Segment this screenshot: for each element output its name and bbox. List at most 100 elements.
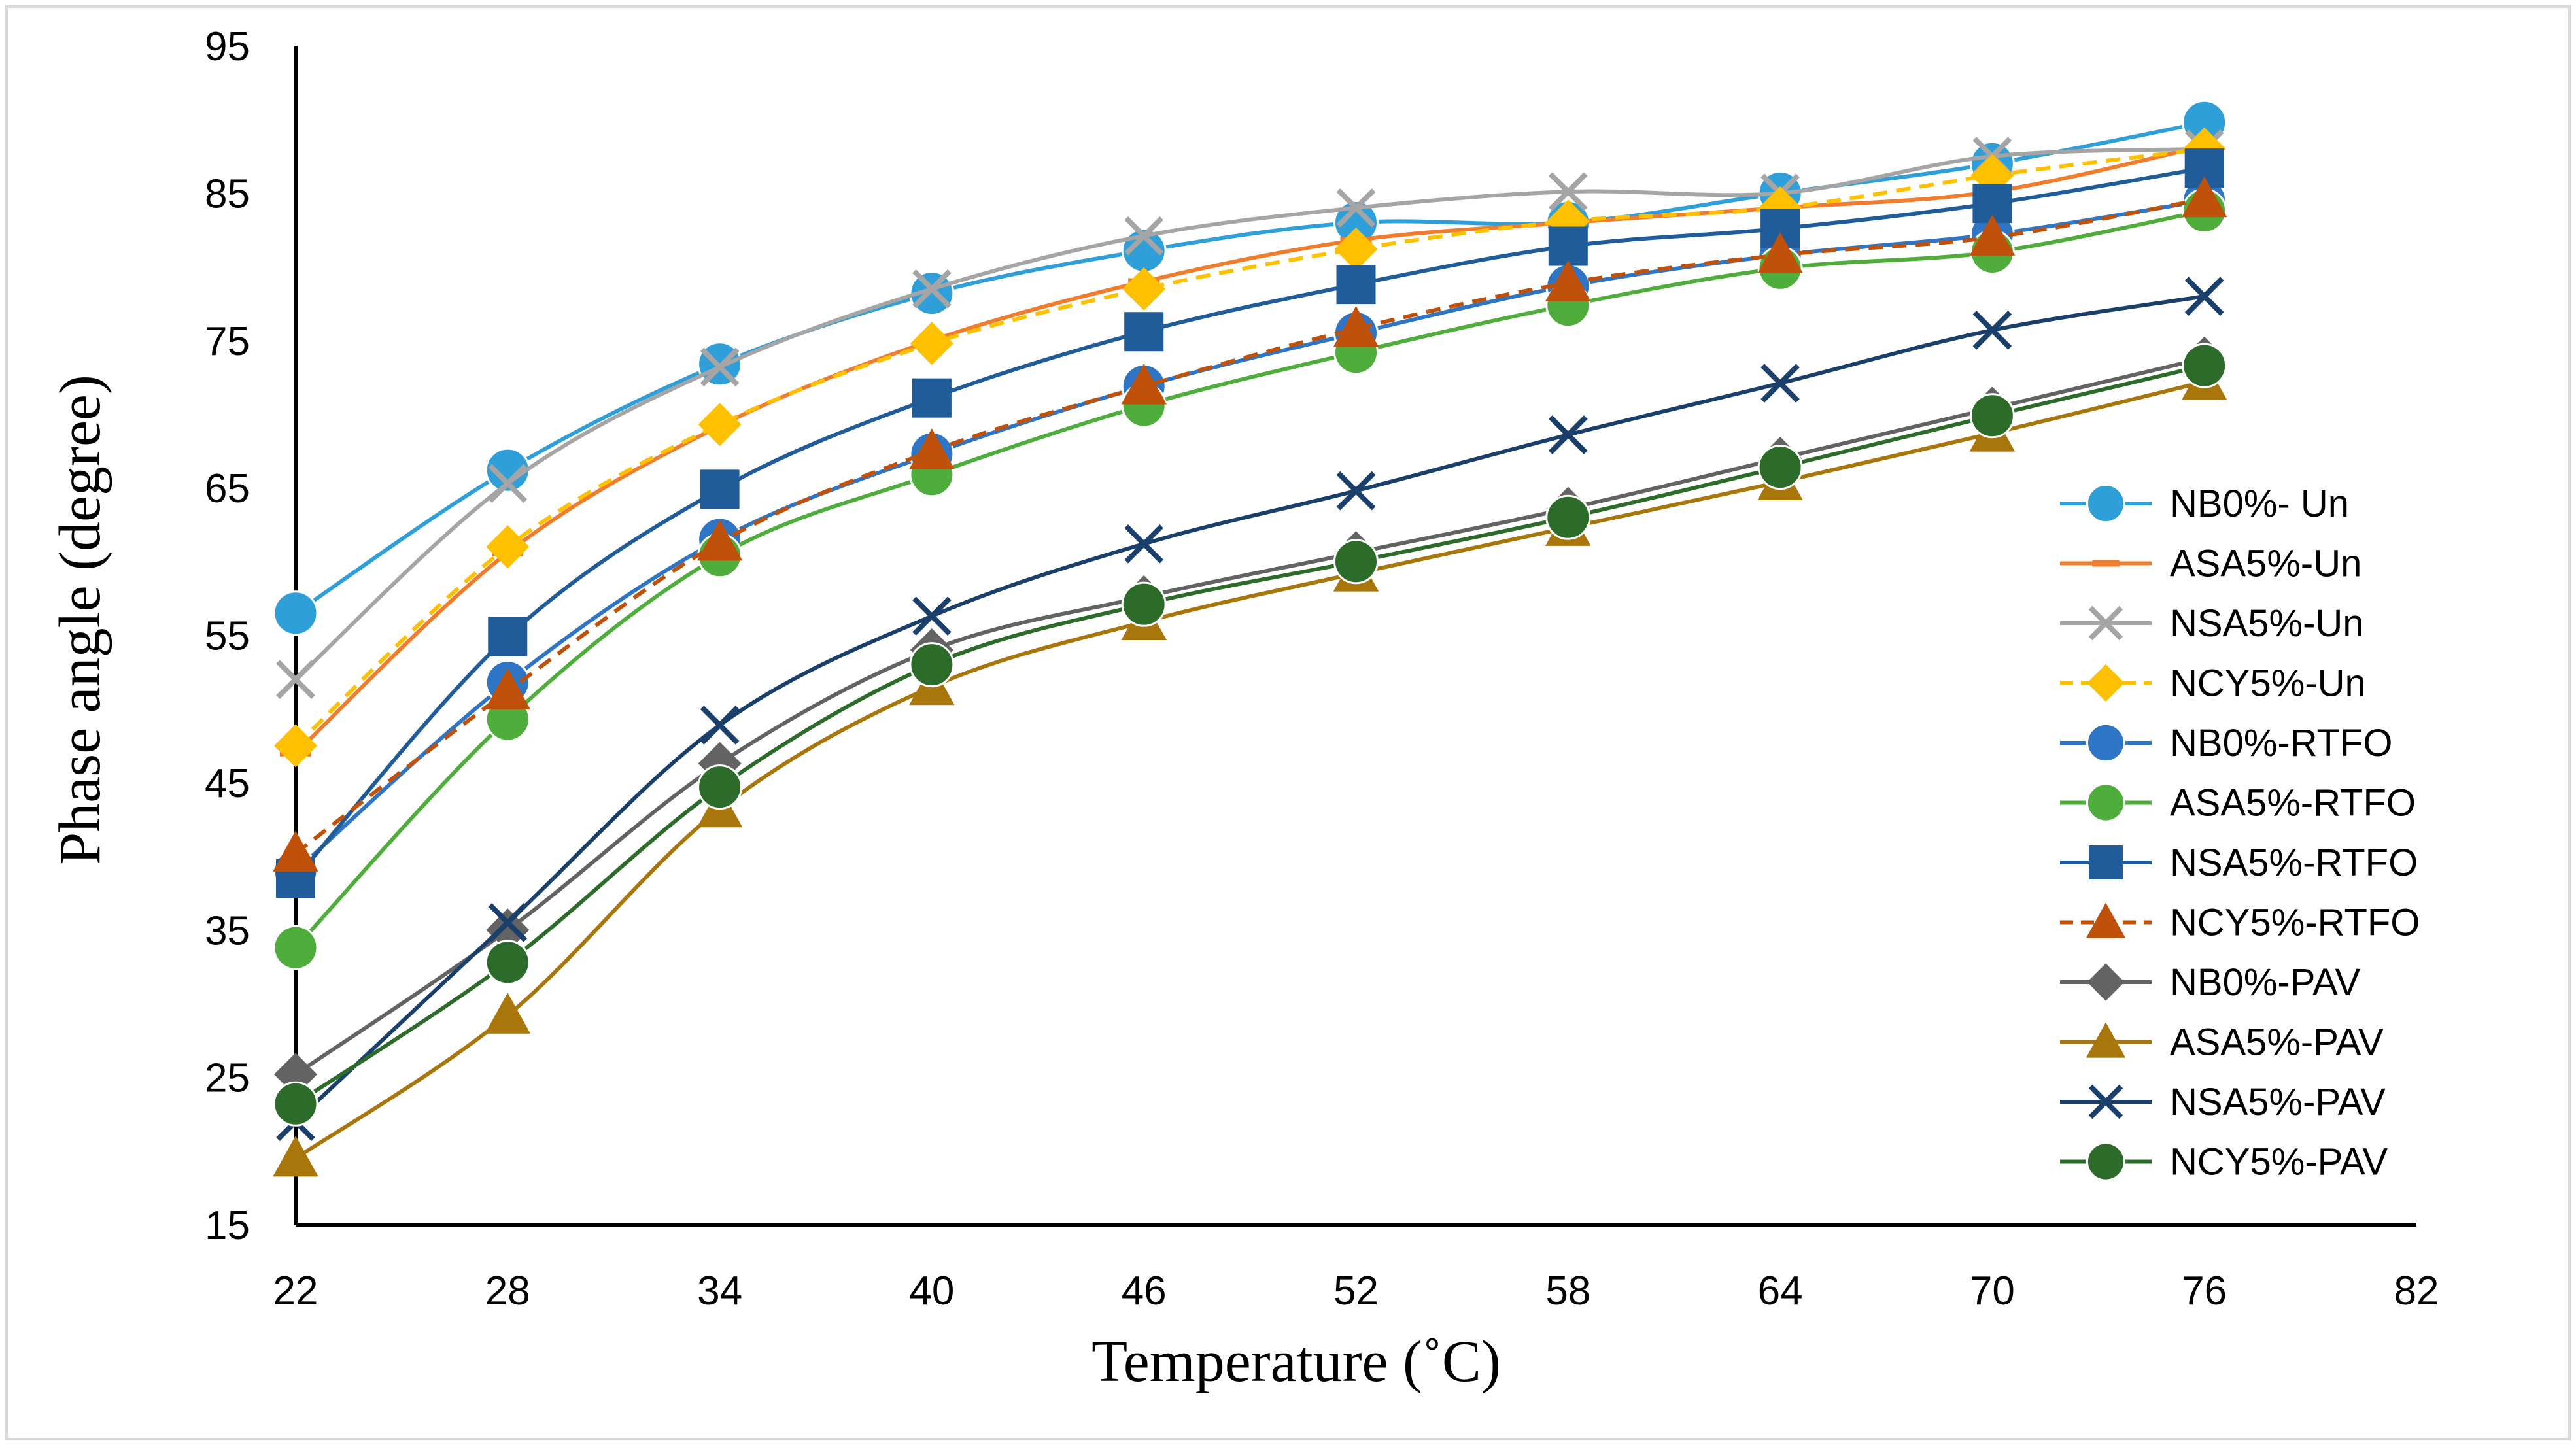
legend-item: NCY5%-Un xyxy=(2060,662,2366,705)
series-line xyxy=(294,166,2205,880)
series-line xyxy=(294,146,2205,747)
legend-marker xyxy=(2086,1022,2126,1058)
y-tick-label: 75 xyxy=(205,319,250,364)
data-point xyxy=(273,1081,318,1127)
data-point xyxy=(910,322,953,366)
data-point xyxy=(1757,232,1803,273)
x-tick-label: 22 xyxy=(273,1269,318,1314)
legend-marker xyxy=(2088,605,2123,641)
series-line xyxy=(294,379,2205,1161)
data-point xyxy=(1545,260,1591,301)
series-line xyxy=(294,144,2205,755)
data-point xyxy=(1121,363,1167,405)
legend-label: NCY5%-Un xyxy=(2170,662,2366,705)
data-point xyxy=(488,617,528,656)
data-point xyxy=(1121,581,1167,627)
data-point xyxy=(1545,494,1591,540)
data-point xyxy=(485,668,531,709)
x-tick-label: 64 xyxy=(1758,1269,1803,1314)
data-point xyxy=(486,525,530,569)
series-line xyxy=(294,197,2205,855)
x-tick-label: 82 xyxy=(2394,1269,2439,1314)
legend-item: NCY5%-PAV xyxy=(2060,1141,2388,1184)
x-tick-label: 40 xyxy=(909,1269,954,1314)
data-point xyxy=(488,464,528,503)
data-point xyxy=(696,519,743,561)
legend-marker xyxy=(2086,1142,2126,1182)
legend-label: NB0%- Un xyxy=(2170,483,2349,525)
data-point xyxy=(276,660,315,699)
legend-label: NCY5%-RTFO xyxy=(2170,902,2420,944)
legend-label: NB0%-PAV xyxy=(2170,961,2360,1004)
series-8 xyxy=(273,176,2227,872)
y-tick-label: 85 xyxy=(205,171,250,216)
data-point xyxy=(274,724,317,768)
y-tick-label: 95 xyxy=(205,24,250,69)
legend-item: NSA5%-PAV xyxy=(2060,1081,2386,1123)
legend-label: NSA5%-PAV xyxy=(2170,1081,2386,1123)
data-point xyxy=(700,706,740,745)
series-line xyxy=(294,209,2205,949)
x-tick-label: 46 xyxy=(1122,1269,1167,1314)
x-tick-label: 34 xyxy=(697,1269,742,1314)
legend-marker xyxy=(2086,902,2126,938)
legend-item: ASA5%-Un xyxy=(2060,543,2361,585)
legend-item: NSA5%-Un xyxy=(2060,602,2364,645)
data-point xyxy=(1124,312,1164,352)
x-tick-label: 52 xyxy=(1333,1269,1379,1314)
data-point xyxy=(1969,214,2016,256)
legend-item: NSA5%-RTFO xyxy=(2060,842,2418,884)
data-point xyxy=(700,469,740,509)
legend-marker xyxy=(2086,783,2126,823)
legend-marker xyxy=(2086,483,2126,524)
x-tick-label: 76 xyxy=(2182,1269,2227,1314)
data-point xyxy=(1124,524,1164,564)
legend-marker xyxy=(2089,845,2123,879)
data-point xyxy=(1548,226,1588,266)
series-line xyxy=(294,146,2205,681)
legend-item: NB0%- Un xyxy=(2060,483,2349,525)
data-point xyxy=(1333,539,1379,585)
legend-marker xyxy=(2087,963,2125,1001)
legend-item: ASA5%-RTFO xyxy=(2060,782,2416,825)
series-line xyxy=(294,294,2205,1123)
data-point xyxy=(1972,311,2012,350)
data-point xyxy=(2184,277,2224,316)
data-point xyxy=(700,347,740,387)
series-7 xyxy=(276,148,2224,898)
data-point xyxy=(1548,172,1588,211)
series-line xyxy=(294,356,2205,1076)
data-point xyxy=(488,903,528,942)
legend-item: ASA5%-PAV xyxy=(2060,1021,2384,1064)
data-point xyxy=(1336,471,1376,511)
series-line xyxy=(294,364,2205,1106)
legend-label: NCY5%-PAV xyxy=(2170,1141,2388,1184)
data-point xyxy=(912,378,952,418)
data-point xyxy=(273,925,318,970)
legend-marker xyxy=(2087,664,2125,702)
data-point xyxy=(273,1135,318,1177)
legend-item: NCY5%-RTFO xyxy=(2060,902,2420,944)
x-tick-label: 28 xyxy=(485,1269,530,1314)
legend-label: ASA5%-PAV xyxy=(2170,1021,2384,1064)
y-axis-label: Phase angle (degree) xyxy=(48,375,112,865)
legend-label: NB0%-RTFO xyxy=(2170,722,2393,764)
y-tick-label: 65 xyxy=(205,466,250,511)
legend-item: NB0%-PAV xyxy=(2060,961,2360,1004)
legend-label: NSA5%-Un xyxy=(2170,602,2364,645)
data-point xyxy=(1333,305,1379,347)
data-point xyxy=(1548,415,1588,454)
y-tick-label: 45 xyxy=(205,761,250,806)
legend-label: ASA5%-RTFO xyxy=(2170,782,2416,825)
data-point xyxy=(697,764,743,810)
data-point xyxy=(1969,393,2015,439)
data-point xyxy=(486,908,530,952)
x-axis-label: Temperature (˚C) xyxy=(1091,1329,1501,1394)
data-point xyxy=(909,271,955,316)
data-point xyxy=(1336,188,1376,228)
x-tick-label: 58 xyxy=(1545,1269,1590,1314)
legend-label: ASA5%-Un xyxy=(2170,543,2361,585)
data-point xyxy=(485,940,530,985)
